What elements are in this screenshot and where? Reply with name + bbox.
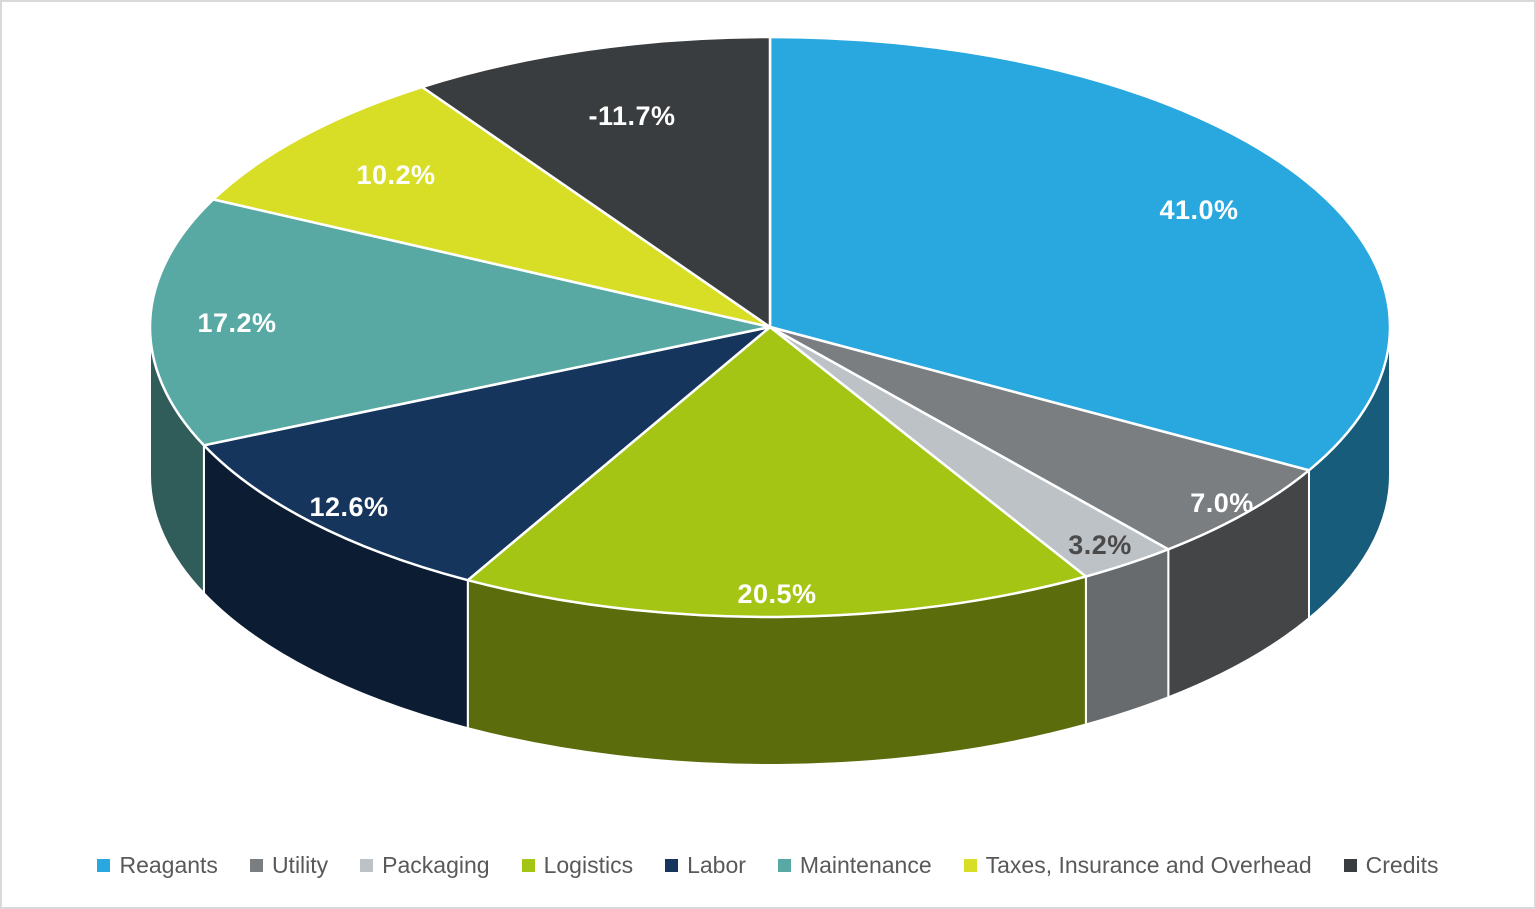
slice-value-label: 20.5% [737, 579, 816, 609]
legend-item-label: Maintenance [799, 852, 932, 878]
legend-item-packaging: Packaging [360, 852, 490, 879]
slice-value-label: 12.6% [309, 492, 388, 522]
legend: Reagants Utility Packaging Logistics Labor Ma… [2, 852, 1534, 879]
pie-slice-maintenance [148, 198, 772, 447]
slice-value-label: 17.2% [197, 308, 276, 338]
pie-slice-taxes-insurance-and-overhead [212, 85, 772, 329]
legend-marker-icon [963, 859, 977, 872]
legend-marker-icon [665, 859, 679, 872]
legend-item-taxes-insurance-and-overhead: Taxes, Insurance and Overhead [963, 852, 1312, 879]
legend-marker-icon [97, 859, 111, 872]
legend-marker-icon [360, 859, 374, 872]
legend-item-label: Reagants [119, 852, 218, 878]
legend-item-reagants: Reagants [97, 852, 218, 879]
pie-slice-reagants [768, 35, 1392, 472]
legend-item-labor: Labor [665, 852, 746, 879]
legend-marker-icon [249, 859, 263, 872]
legend-item-credits: Credits [1343, 852, 1439, 879]
legend-item-label: Taxes, Insurance and Overhead [985, 852, 1312, 878]
legend-item-label: Packaging [382, 852, 490, 878]
legend-item-label: Utility [271, 852, 329, 878]
legend-item-label: Credits [1365, 852, 1439, 878]
pie-slice-utility [768, 325, 1311, 551]
pie-slice-side-packaging [1084, 548, 1170, 726]
pie-chart: 41.0% 7.0% 3.2% 20.5% 12.6% 17.2% 10.2% -11.7% [148, 35, 1392, 766]
pie-slice-logistics [466, 325, 1088, 619]
slice-value-label: 3.2% [1068, 530, 1132, 560]
legend-item-logistics: Logistics [521, 852, 634, 879]
legend-marker-icon [777, 859, 791, 872]
pie-slice-labor [202, 325, 772, 582]
legend-item-label: Labor [687, 852, 746, 878]
legend-item-maintenance: Maintenance [777, 852, 932, 879]
legend-item-label: Logistics [543, 852, 634, 878]
slice-value-label: -11.7% [588, 101, 675, 131]
pie-slice-credits [420, 35, 772, 329]
slice-value-label: 41.0% [1159, 195, 1238, 225]
slice-value-label: 10.2% [356, 160, 435, 190]
legend-item-utility: Utility [249, 852, 329, 879]
slice-value-label: 7.0% [1190, 488, 1254, 518]
legend-marker-icon [521, 859, 535, 872]
legend-marker-icon [1343, 859, 1357, 872]
